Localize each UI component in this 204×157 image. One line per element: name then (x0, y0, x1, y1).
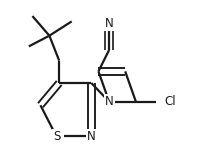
Text: Cl: Cl (164, 95, 176, 108)
Text: S: S (53, 130, 60, 143)
Text: N: N (87, 130, 96, 143)
Text: N: N (105, 17, 113, 30)
Text: N: N (105, 95, 113, 108)
